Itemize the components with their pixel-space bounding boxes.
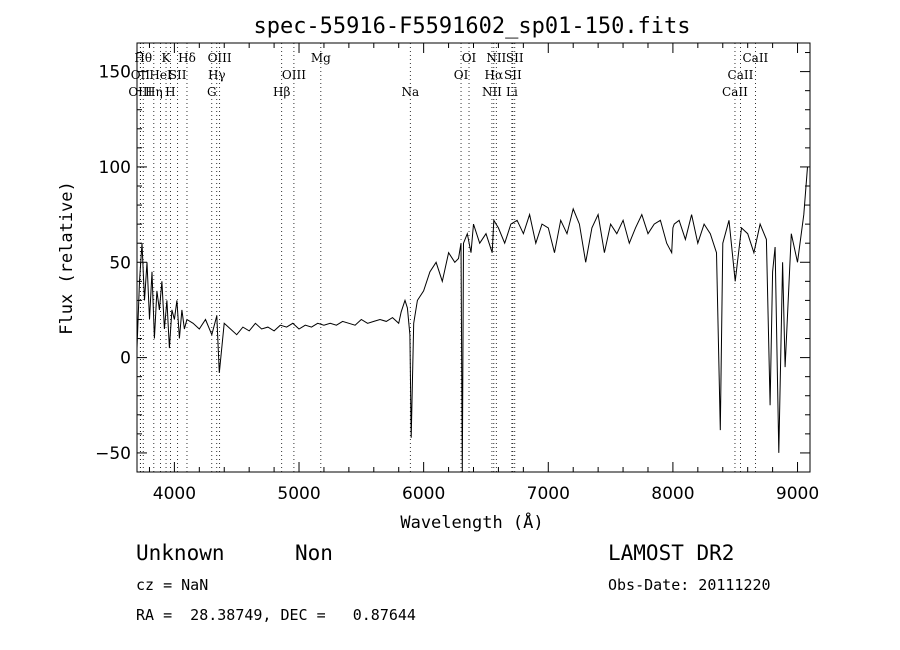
spectral-line-label: SII — [169, 68, 187, 82]
x-axis-ticks: 4000 5000 6000 7000 8000 9000 — [148, 43, 819, 504]
spectral-line-label: NII — [486, 51, 506, 65]
spectral-line-markers: HθOIIOIIIHηHeIKHSIIHδGHγOIIIHβOIIIMgNaOI… — [128, 43, 769, 472]
spectral-line-label: CaII — [722, 85, 748, 99]
x-tick-label: 4000 — [153, 484, 196, 504]
cz-text: cz = NaN — [136, 576, 208, 594]
y-tick-label: 150 — [99, 63, 131, 83]
x-axis-label: Wavelength (Å) — [400, 511, 543, 533]
spectral-line-label: Hβ — [273, 85, 290, 99]
spectral-line-label: NII — [482, 85, 502, 99]
plot-frame — [136, 42, 811, 473]
class-label: Unknown — [136, 541, 225, 565]
spectral-line-label: H — [165, 85, 175, 99]
spectral-line-label: OI — [454, 68, 469, 82]
spectral-line-label: SII — [506, 51, 524, 65]
spectral-line-label: Mg — [311, 51, 331, 65]
spectrum-series-line — [136, 166, 808, 473]
spectral-line-label: OI — [462, 51, 477, 65]
spectral-line-label: OIII — [208, 51, 232, 65]
y-axis-label: Flux (relative) — [57, 181, 77, 335]
chart-title: spec-55916-F5591602_sp01-150.fits — [253, 14, 690, 39]
y-tick-label: 100 — [99, 158, 131, 178]
spectral-line-label: Li — [506, 85, 518, 99]
spectral-line-label: SII — [504, 68, 522, 82]
spectral-line-label: Hγ — [208, 68, 226, 82]
spectral-line-label: CaII — [728, 68, 754, 82]
spectral-line-label: OIII — [282, 68, 306, 82]
y-tick-label: 50 — [109, 253, 131, 273]
x-tick-label: 5000 — [277, 484, 320, 504]
spectral-line-label: Hη — [145, 85, 163, 99]
spectral-line-label: OIII — [128, 85, 152, 99]
spectral-line-label: G — [207, 85, 217, 99]
x-tick-label: 8000 — [651, 484, 694, 504]
y-tick-label: −50 — [95, 444, 131, 464]
subclass-label: Non — [295, 541, 333, 565]
survey-label: LAMOST DR2 — [608, 541, 734, 565]
coords-text: RA = 28.38749, DEC = 0.87644 — [136, 606, 416, 624]
spectral-line-label: Hδ — [178, 51, 196, 65]
x-tick-label: 9000 — [776, 484, 819, 504]
spectral-line-label: K — [162, 51, 172, 65]
spectral-line-label: Hα — [485, 68, 504, 82]
spectral-line-label: CaII — [742, 51, 768, 65]
obs-date-text: Obs-Date: 20111220 — [608, 576, 771, 594]
spectral-line-label: Na — [401, 85, 419, 99]
spectral-line-label: Hθ — [134, 51, 152, 65]
y-axis-ticks: −50 0 50 100 150 — [95, 52, 810, 473]
y-tick-label: 0 — [120, 349, 131, 369]
x-tick-label: 6000 — [402, 484, 445, 504]
x-tick-label: 7000 — [527, 484, 570, 504]
